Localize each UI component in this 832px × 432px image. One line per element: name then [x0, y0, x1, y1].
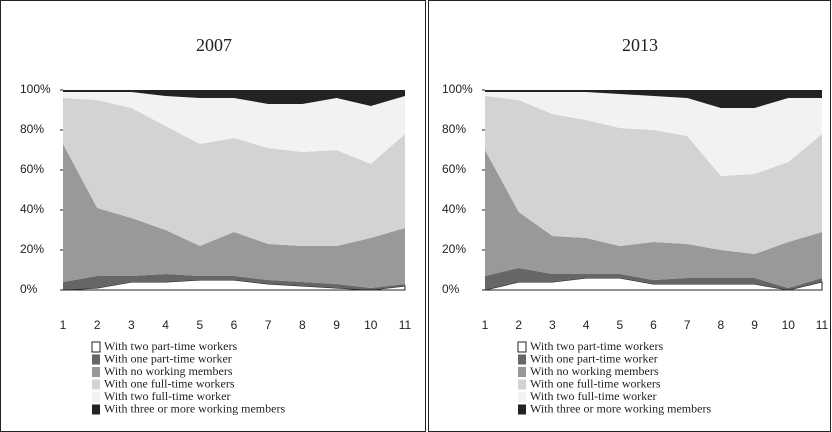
x-tick-label: 5: [196, 318, 203, 332]
legend-label: With one full-time workers: [530, 376, 661, 390]
legend-swatch: [91, 341, 101, 353]
legend-swatch: [92, 379, 100, 390]
x-tick-label: 9: [751, 318, 758, 332]
legend-swatch: [518, 367, 526, 377]
x-tick-label: 7: [265, 318, 272, 332]
y-tick-label: 60%: [442, 162, 466, 176]
x-tick-label: 6: [650, 318, 657, 332]
x-tick-label: 10: [364, 318, 378, 332]
legend-swatch: [92, 404, 100, 415]
legend-label: With two full-time worker: [530, 389, 657, 403]
legend-label: With two part-time workers: [530, 339, 663, 353]
y-tick-label: 0%: [442, 282, 460, 296]
chart-title: 2007: [196, 35, 232, 55]
area-band: [63, 144, 405, 288]
area-band: [485, 90, 822, 108]
y-tick-label: 40%: [20, 202, 44, 216]
area-band: [485, 92, 822, 176]
x-tick-label: 10: [782, 318, 796, 332]
legend-label: With one part-time worker: [104, 351, 232, 365]
legend-label: With one part-time worker: [530, 351, 658, 365]
area-band: [63, 274, 405, 290]
x-tick-label: 9: [333, 318, 340, 332]
legend-swatch: [92, 354, 100, 365]
legend-label: With no working members: [104, 364, 233, 378]
x-tick-label: 5: [616, 318, 623, 332]
y-tick-label: 40%: [442, 202, 466, 216]
y-tick-label: 80%: [442, 122, 466, 136]
y-tick-label: 20%: [442, 242, 466, 256]
legend-label: With three or more working members: [104, 401, 285, 415]
chart-title: 2013: [622, 35, 658, 55]
y-tick-label: 80%: [20, 122, 44, 136]
legend-swatch: [518, 379, 526, 390]
area-band: [63, 92, 405, 164]
x-tick-label: 3: [128, 318, 135, 332]
x-tick-label: 11: [816, 318, 829, 332]
y-tick-label: 0%: [20, 282, 38, 296]
legend-swatch: [92, 392, 100, 402]
x-tick-label: 8: [299, 318, 306, 332]
legend-label: With two full-time worker: [104, 389, 231, 403]
x-tick-label: 4: [162, 318, 169, 332]
area-band: [485, 150, 822, 288]
legend-label: With two part-time workers: [104, 339, 237, 353]
y-tick-label: 60%: [20, 162, 44, 176]
legend-swatch: [518, 354, 526, 365]
x-tick-label: 2: [515, 318, 522, 332]
x-tick-label: 6: [231, 318, 238, 332]
x-tick-label: 1: [482, 318, 489, 332]
legend-label: With no working members: [530, 364, 659, 378]
legend-swatch: [518, 392, 526, 402]
x-tick-label: 2: [94, 318, 101, 332]
x-tick-label: 11: [399, 318, 412, 332]
legend-swatch: [517, 341, 527, 353]
x-tick-label: 8: [718, 318, 725, 332]
y-tick-label: 20%: [20, 242, 44, 256]
legend-swatch: [92, 367, 100, 377]
legend-label: With three or more working members: [530, 401, 711, 415]
area-band: [63, 90, 405, 106]
y-tick-label: 100%: [20, 82, 51, 96]
x-tick-label: 7: [684, 318, 691, 332]
x-tick-label: 3: [549, 318, 556, 332]
legend-swatch: [518, 404, 526, 415]
area-band: [485, 96, 822, 254]
y-tick-label: 100%: [442, 82, 473, 96]
area-band: [485, 268, 822, 290]
legend-label: With one full-time workers: [104, 376, 235, 390]
area-band: [63, 98, 405, 246]
x-tick-label: 4: [583, 318, 590, 332]
x-tick-label: 1: [60, 318, 67, 332]
